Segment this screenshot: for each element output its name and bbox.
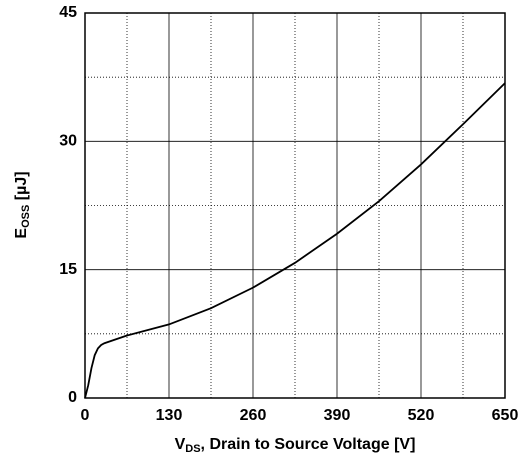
x-tick-label: 130 bbox=[156, 407, 183, 424]
y-tick-label: 30 bbox=[59, 133, 77, 150]
x-label-rest: , Drain to Source Voltage [V] bbox=[201, 436, 416, 453]
y-tick-label: 45 bbox=[59, 4, 77, 21]
y-tick-label: 15 bbox=[59, 261, 77, 278]
x-tick-label: 390 bbox=[324, 407, 351, 424]
y-tick-label: 0 bbox=[68, 389, 77, 406]
x-tick-label: 520 bbox=[408, 407, 435, 424]
x-tick-label: 650 bbox=[492, 407, 519, 424]
x-tick-label: 0 bbox=[81, 407, 90, 424]
x-label-main: V bbox=[175, 436, 186, 453]
y-label-main: E bbox=[13, 228, 30, 239]
y-axis-label: EOSS [µJ] bbox=[13, 171, 32, 238]
x-tick-label: 260 bbox=[240, 407, 267, 424]
line bbox=[84, 82, 506, 399]
y-label-rest: [µJ] bbox=[13, 171, 30, 204]
x-label-sub: DS bbox=[185, 443, 200, 455]
plot-frame bbox=[84, 12, 506, 399]
x-axis-label: VDS, Drain to Source Voltage [V] bbox=[175, 436, 416, 455]
y-label-sub: OSS bbox=[20, 205, 32, 228]
